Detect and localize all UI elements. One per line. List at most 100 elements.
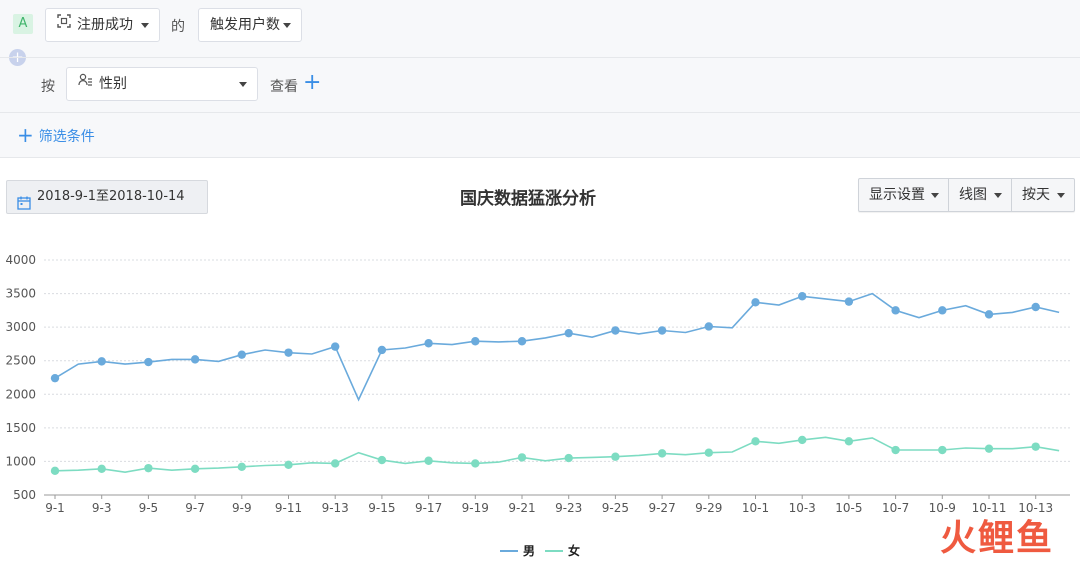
x-tick-label: 9-23: [555, 501, 582, 515]
x-tick-label: 9-27: [648, 501, 675, 515]
user-attribute-icon: [78, 67, 93, 99]
date-range-picker[interactable]: 2018-9-1至2018-10-14: [6, 180, 208, 214]
data-point: [190, 355, 200, 364]
chart-type-button[interactable]: 线图: [949, 179, 1012, 211]
x-tick-label: 9-5: [139, 501, 159, 515]
data-point: [50, 466, 60, 476]
group-select-label: 性别: [99, 76, 127, 92]
data-point: [798, 435, 807, 445]
data-point: [611, 326, 620, 335]
divider: [0, 57, 1080, 58]
data-point: [844, 297, 854, 306]
data-point: [517, 337, 527, 346]
x-tick-label: 9-15: [368, 501, 395, 515]
add-group-icon[interactable]: +: [303, 70, 322, 95]
y-tick-label: 4000: [5, 253, 36, 267]
x-tick-label: 10-9: [929, 501, 956, 515]
target-icon: [57, 8, 71, 40]
data-point: [237, 462, 246, 471]
x-tick-label: 10-3: [789, 501, 816, 515]
data-point: [331, 342, 340, 351]
x-tick-label: 9-19: [462, 501, 489, 515]
display-settings-button[interactable]: 显示设置: [859, 179, 949, 211]
data-point: [751, 298, 760, 307]
group-prefix-label: 按: [41, 79, 55, 95]
divider: [0, 112, 1080, 113]
x-tick-label: 10-7: [882, 501, 909, 515]
date-range-label: 2018-9-1至2018-10-14: [37, 189, 185, 204]
event-select[interactable]: 注册成功: [45, 8, 160, 42]
calendar-icon: [17, 191, 31, 223]
chart-options-group: 显示设置 线图 按天: [858, 178, 1075, 212]
data-point: [938, 445, 947, 455]
data-point: [1031, 302, 1040, 312]
series-line-male: [54, 292, 1060, 402]
y-tick-label: 2000: [5, 387, 36, 401]
x-tick-label: 10-13: [1018, 501, 1053, 515]
query-tag: A: [13, 14, 33, 34]
data-point: [97, 357, 106, 366]
y-tick-label: 1000: [5, 454, 36, 468]
chevron-down-icon: [931, 193, 939, 198]
y-tick-label: 1500: [5, 421, 36, 435]
x-tick-label: 9-29: [695, 501, 722, 515]
data-point: [844, 437, 854, 446]
granularity-button[interactable]: 按天: [1012, 179, 1074, 211]
data-point: [517, 453, 527, 462]
data-point: [424, 339, 433, 348]
data-point: [984, 310, 994, 319]
connector-label: 的: [171, 19, 185, 35]
data-point: [704, 448, 713, 457]
x-tick-label: 9-13: [322, 501, 349, 515]
metric-select[interactable]: 触发用户数: [198, 8, 302, 42]
data-point: [891, 306, 900, 315]
x-tick-label: 9-9: [232, 501, 252, 515]
x-tick-label: 9-11: [275, 501, 302, 515]
data-point: [657, 326, 667, 335]
data-point: [471, 337, 480, 346]
data-point: [891, 445, 900, 455]
data-point: [751, 437, 760, 446]
y-tick-label: 500: [13, 488, 36, 502]
chevron-down-icon: [141, 23, 149, 28]
data-point: [798, 292, 807, 301]
query-panel: A 注册成功 的 触发用户数 + 按 性别 查看 + + 筛选条件: [0, 0, 1080, 157]
data-point: [237, 350, 246, 359]
data-point: [704, 322, 713, 331]
x-tick-label: 9-17: [415, 501, 442, 515]
data-point: [144, 463, 153, 473]
data-point: [424, 456, 433, 465]
data-point: [471, 459, 480, 468]
x-tick-label: 9-3: [92, 501, 112, 515]
watermark-logo: 火鲤鱼: [939, 518, 1054, 559]
data-point: [377, 345, 387, 355]
data-point: [50, 373, 60, 383]
y-tick-label: 3500: [5, 287, 36, 301]
metric-select-label: 触发用户数: [210, 17, 280, 33]
chevron-down-icon: [283, 23, 291, 28]
chevron-down-icon: [239, 82, 247, 87]
data-point: [144, 357, 153, 367]
data-point: [564, 328, 573, 338]
y-tick-label: 3000: [5, 320, 36, 334]
granularity-label: 按天: [1022, 187, 1050, 203]
add-filter-label: 筛选条件: [38, 129, 95, 145]
display-settings-label: 显示设置: [869, 187, 925, 203]
line-chart: 500 1000 1500 2000 2500 3000 3500 4000 9-1 9-3 9-5…: [5, 253, 1070, 558]
legend-label: 女: [568, 543, 580, 558]
data-point: [611, 452, 620, 461]
data-point: [331, 459, 340, 468]
group-select[interactable]: 性别: [66, 67, 258, 101]
add-filter-button[interactable]: + 筛选条件: [17, 123, 95, 149]
chevron-down-icon: [1057, 193, 1065, 198]
series-line-female: [54, 436, 1060, 474]
data-point: [284, 348, 293, 357]
x-tick-label: 9-1: [45, 501, 65, 515]
data-point: [284, 460, 293, 469]
x-tick-label: 10-1: [742, 501, 769, 515]
data-point: [190, 464, 200, 474]
x-tick-label: 9-7: [185, 501, 205, 515]
view-label: 查看: [270, 79, 298, 95]
divider: [0, 157, 1080, 158]
x-tick-label: 9-21: [508, 501, 535, 515]
